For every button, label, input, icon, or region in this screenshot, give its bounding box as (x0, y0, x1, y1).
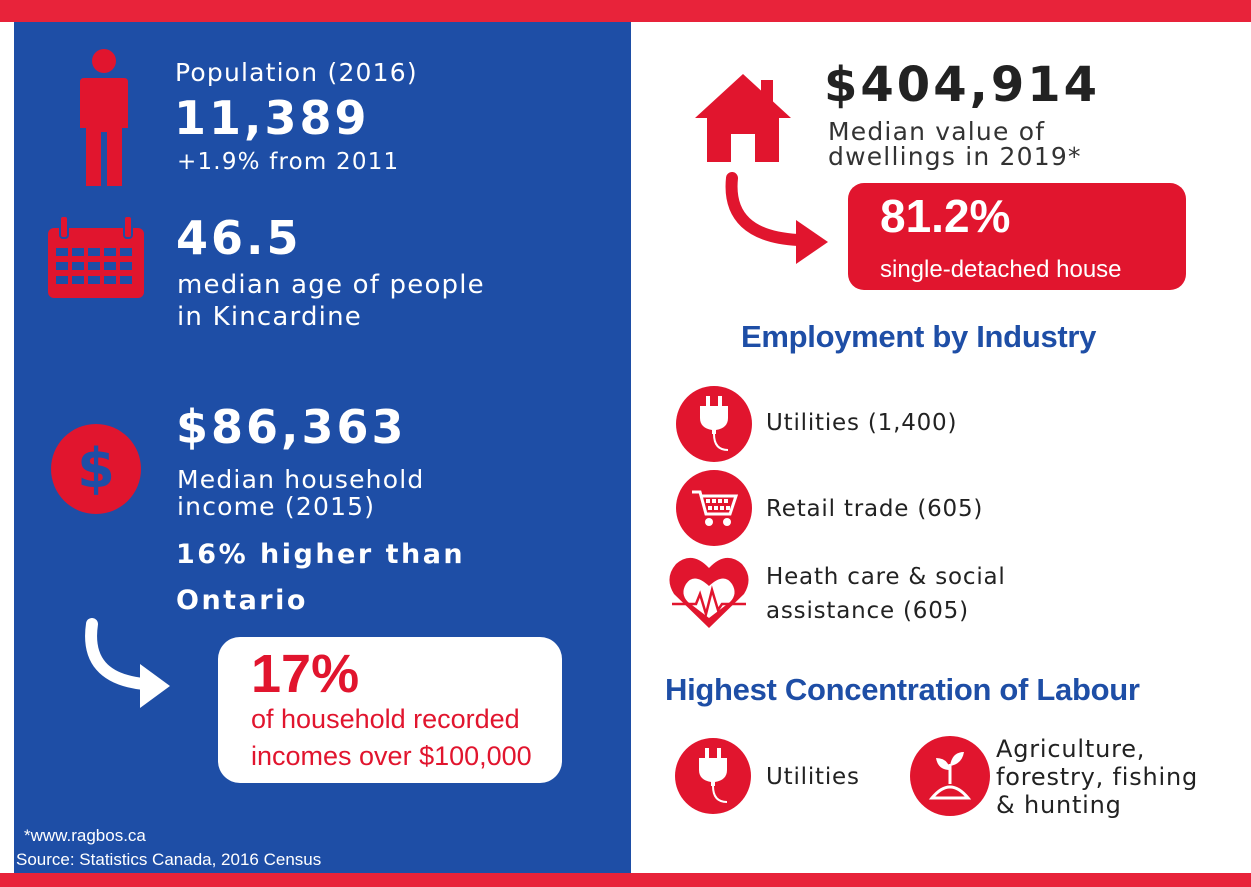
dwelling-desc-line2: dwellings in 2019* (828, 142, 1082, 171)
age-value: 46.5 (176, 211, 302, 265)
detached-house-pct: 81.2% (880, 190, 1011, 242)
age-desc-line1: median age of people (177, 270, 485, 300)
employment-heading: Employment by Industry (741, 319, 1097, 354)
high-income-line1: of household recorded (251, 704, 520, 734)
high-income-box (218, 637, 562, 783)
sprout-icon (928, 752, 972, 800)
income-desc-line2: income (2015) (177, 492, 376, 521)
house-icon (695, 74, 791, 162)
shopping-cart-icon (692, 490, 738, 526)
population-change: +1.9% from 2011 (177, 149, 400, 175)
curved-arrow-icon (85, 618, 170, 708)
footnote-url: *www.ragbos.ca (24, 826, 146, 845)
plug-icon (699, 748, 728, 803)
top-red-band (0, 0, 1251, 22)
income-compare-line2: Ontario (176, 585, 308, 616)
labour-agriculture-label-line1: Agriculture, (996, 735, 1146, 763)
income-value: $86,363 (176, 400, 407, 454)
detached-house-label: single-detached house (880, 256, 1122, 283)
income-compare-line1: 16% higher than (176, 539, 466, 570)
detached-house-box (848, 183, 1186, 290)
employment-health-label-line2: assistance (605) (766, 598, 969, 624)
labour-utilities-label: Utilities (766, 764, 860, 790)
curved-arrow-red-icon (725, 172, 828, 264)
bottom-red-band (0, 873, 1251, 887)
dwelling-desc-line1: Median value of (828, 117, 1046, 146)
heart-pulse-icon (669, 557, 749, 628)
age-desc-line2: in Kincardine (177, 302, 362, 332)
high-income-line2: incomes over $100,000 (251, 741, 532, 771)
dollar-coin-icon: $ (51, 424, 141, 514)
svg-text:$: $ (77, 437, 115, 500)
employment-health-label-line1: Heath care & social (766, 564, 1006, 590)
income-desc-line1: Median household (177, 465, 425, 494)
footnote-source: Source: Statistics Canada, 2016 Census (16, 850, 322, 869)
calendar-icon (48, 216, 144, 298)
person-icon (80, 49, 128, 186)
labour-agriculture-label-line3: & hunting (996, 791, 1122, 819)
labour-agriculture-label-line2: forestry, fishing (996, 763, 1199, 791)
employment-retail-label: Retail trade (605) (766, 496, 984, 522)
dwelling-value: $404,914 (824, 57, 1101, 113)
population-label: Population (2016) (175, 58, 418, 87)
labour-heading: Highest Concentration of Labour (665, 672, 1140, 707)
plug-icon (700, 396, 729, 451)
employment-utilities-label: Utilities (1,400) (766, 410, 958, 436)
population-value: 11,389 (174, 91, 370, 145)
high-income-pct: 17% (251, 644, 360, 704)
